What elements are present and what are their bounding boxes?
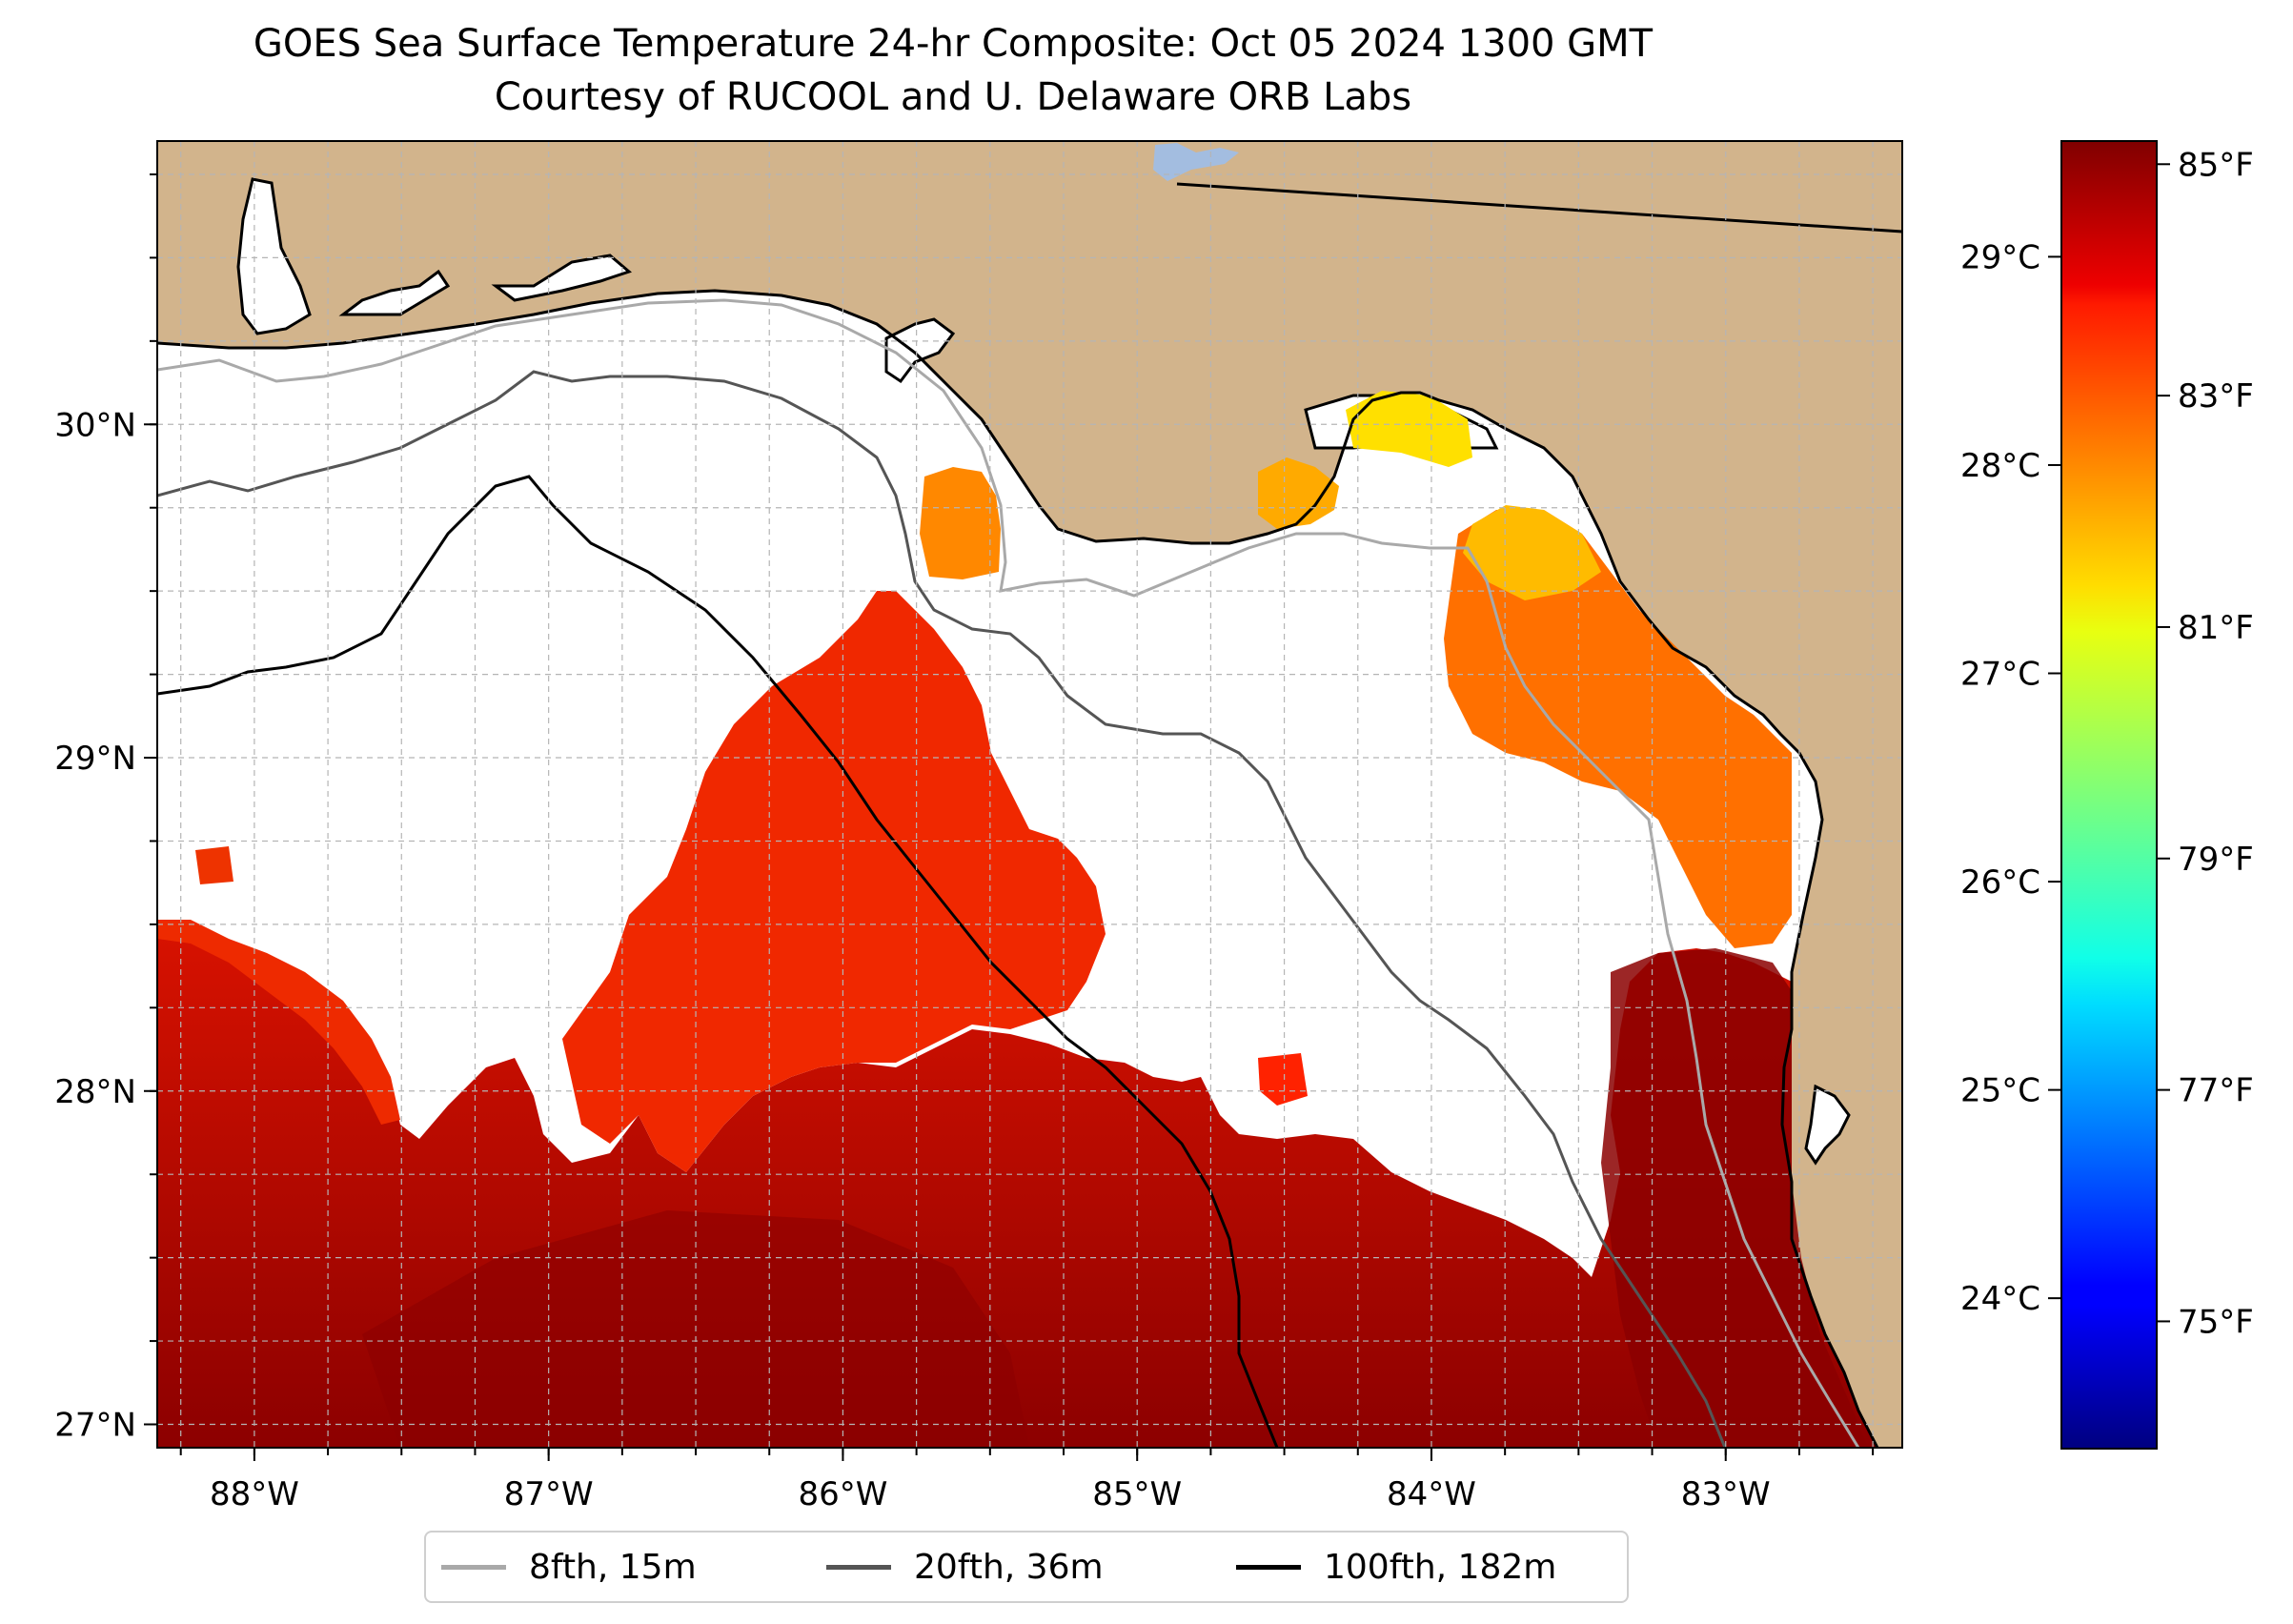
lat-tick-label: 28°N xyxy=(54,1073,136,1111)
isobath-100fth xyxy=(157,475,1279,1448)
lon-tick-label: 87°W xyxy=(504,1475,594,1513)
colorbar-fahrenheit-ticks: 75°F 77°F 79°F 81°F 83°F 85°F xyxy=(2157,146,2254,1341)
colorbar-fahrenheit-label: 81°F xyxy=(2178,609,2254,647)
choctawhatchee-bay xyxy=(491,254,632,302)
st-andrew-bay xyxy=(884,317,956,384)
lat-tick-label: 30°N xyxy=(54,406,136,444)
colorbar-fahrenheit-label: 79°F xyxy=(2178,841,2254,879)
lon-tick-label: 86°W xyxy=(798,1475,887,1513)
colorbar-celsius-ticks: 24°C 25°C 26°C 27°C 28°C 29°C xyxy=(1960,238,2061,1318)
lake xyxy=(1153,143,1239,181)
legend-item-100fth: 100fth, 182m xyxy=(1236,1533,1556,1601)
sst-yellow-patch xyxy=(1346,391,1472,467)
map-frame xyxy=(156,140,1903,1449)
lat-tick-label: 29°N xyxy=(54,740,136,778)
lon-tick-label: 84°W xyxy=(1387,1475,1476,1513)
legend-label-20fth: 20fth, 36m xyxy=(914,1547,1104,1587)
map-title: GOES Sea Surface Temperature 24-hr Compo… xyxy=(253,22,1654,66)
colorbar-celsius-label: 27°C xyxy=(1960,656,2040,694)
colorbar-celsius-label: 28°C xyxy=(1960,447,2040,485)
colorbar-fahrenheit-label: 85°F xyxy=(2178,146,2254,184)
isobath-8fth xyxy=(157,298,1860,1448)
latitude-axis: 27°N 28°N 29°N 30°N xyxy=(54,173,157,1445)
legend-swatch-100fth xyxy=(1236,1564,1301,1570)
sst-orange-patch-mid xyxy=(1258,457,1339,529)
tampa-bay xyxy=(1804,1084,1851,1166)
map-subtitle: Courtesy of RUCOOL and U. Delaware ORB L… xyxy=(494,75,1412,119)
colorbar-fahrenheit-label: 75°F xyxy=(2178,1303,2254,1341)
map-gridlines xyxy=(157,141,1902,1448)
isobath-20fth xyxy=(157,370,1727,1448)
legend-swatch-20fth xyxy=(826,1564,891,1570)
state-border xyxy=(1176,182,1902,233)
colorbar-fahrenheit-label: 77°F xyxy=(2178,1072,2254,1110)
colorbar-celsius-label: 29°C xyxy=(1960,238,2040,276)
mobile-bay xyxy=(236,177,312,335)
sst-central-red-field xyxy=(562,591,1106,1172)
isobath-legend: 8fth, 15m 20fth, 36m 100fth, 182m xyxy=(424,1531,1629,1603)
sst-yellow-east xyxy=(1463,505,1601,600)
colorbar-celsius-label: 26°C xyxy=(1960,863,2040,902)
coastline xyxy=(157,289,1879,1448)
legend-item-8fth: 8fth, 15m xyxy=(441,1533,697,1601)
legend-swatch-8fth xyxy=(441,1564,506,1570)
sst-small-red-patch-center xyxy=(1258,1053,1308,1106)
sst-west-red-field xyxy=(157,920,400,1125)
colorbar-celsius-label: 25°C xyxy=(1960,1072,2040,1110)
lon-tick-label: 85°W xyxy=(1092,1475,1182,1513)
pensacola-bay xyxy=(338,269,451,316)
land-northern-coast xyxy=(157,141,1902,1448)
sst-orange-patch-west xyxy=(920,467,1001,579)
sst-small-patch xyxy=(195,846,233,884)
lon-tick-label: 83°W xyxy=(1681,1475,1771,1513)
legend-label-100fth: 100fth, 182m xyxy=(1324,1547,1557,1587)
legend-label-8fth: 8fth, 15m xyxy=(529,1547,697,1587)
sst-deep-red-core xyxy=(1601,948,1868,1448)
lon-tick-label: 88°W xyxy=(210,1475,299,1513)
longitude-axis: 88°W 87°W 86°W 85°W 84°W 83°W xyxy=(179,1448,1875,1513)
colorbar-celsius-label: 24°C xyxy=(1960,1280,2040,1318)
colorbar-fahrenheit-label: 83°F xyxy=(2178,377,2254,416)
legend-item-20fth: 20fth, 36m xyxy=(826,1533,1104,1601)
colorbar xyxy=(2060,140,2158,1450)
lat-tick-label: 27°N xyxy=(54,1407,136,1445)
sst-orange-gradient-east xyxy=(1444,510,1792,948)
